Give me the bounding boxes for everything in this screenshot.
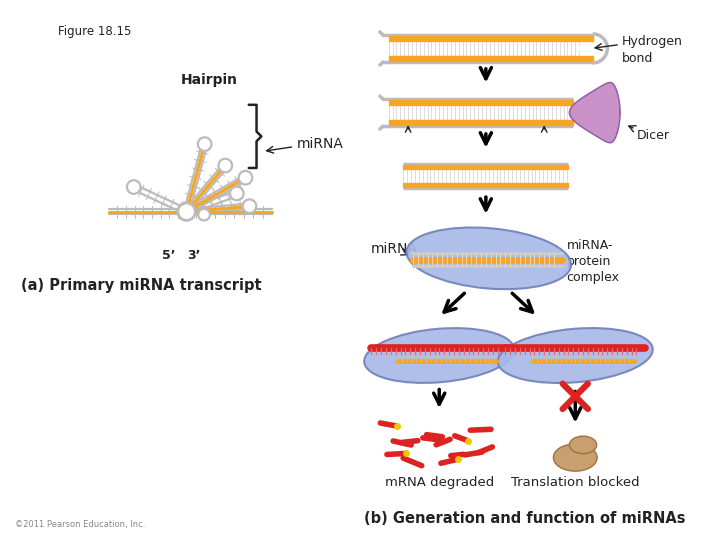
Text: miRNA-
protein
complex: miRNA- protein complex (567, 239, 619, 284)
Circle shape (230, 187, 243, 200)
Text: mRNA degraded: mRNA degraded (384, 476, 494, 489)
Text: Figure 18.15: Figure 18.15 (58, 25, 132, 38)
Circle shape (198, 137, 212, 151)
Circle shape (198, 209, 210, 220)
Text: 3’: 3’ (186, 248, 200, 261)
Circle shape (238, 171, 252, 185)
Text: Dicer: Dicer (636, 129, 670, 142)
Ellipse shape (570, 436, 597, 454)
Text: (a) Primary miRNA transcript: (a) Primary miRNA transcript (22, 278, 262, 293)
Ellipse shape (498, 328, 653, 383)
Circle shape (243, 199, 256, 213)
Text: (b) Generation and function of miRNAs: (b) Generation and function of miRNAs (364, 511, 685, 526)
Text: Hairpin: Hairpin (181, 73, 238, 87)
Text: miRNA: miRNA (372, 241, 418, 255)
Circle shape (579, 35, 606, 62)
Ellipse shape (554, 444, 597, 471)
Text: Hydrogen
bond: Hydrogen bond (622, 35, 683, 65)
Text: 5’: 5’ (162, 248, 176, 261)
Circle shape (178, 203, 195, 220)
Circle shape (218, 159, 232, 172)
Text: ©2011 Pearson Education, Inc.: ©2011 Pearson Education, Inc. (14, 519, 145, 529)
Ellipse shape (364, 328, 514, 383)
Text: miRNA: miRNA (297, 137, 343, 151)
Circle shape (127, 180, 140, 194)
Ellipse shape (407, 227, 571, 289)
Polygon shape (570, 83, 620, 143)
Text: Translation blocked: Translation blocked (511, 476, 639, 489)
